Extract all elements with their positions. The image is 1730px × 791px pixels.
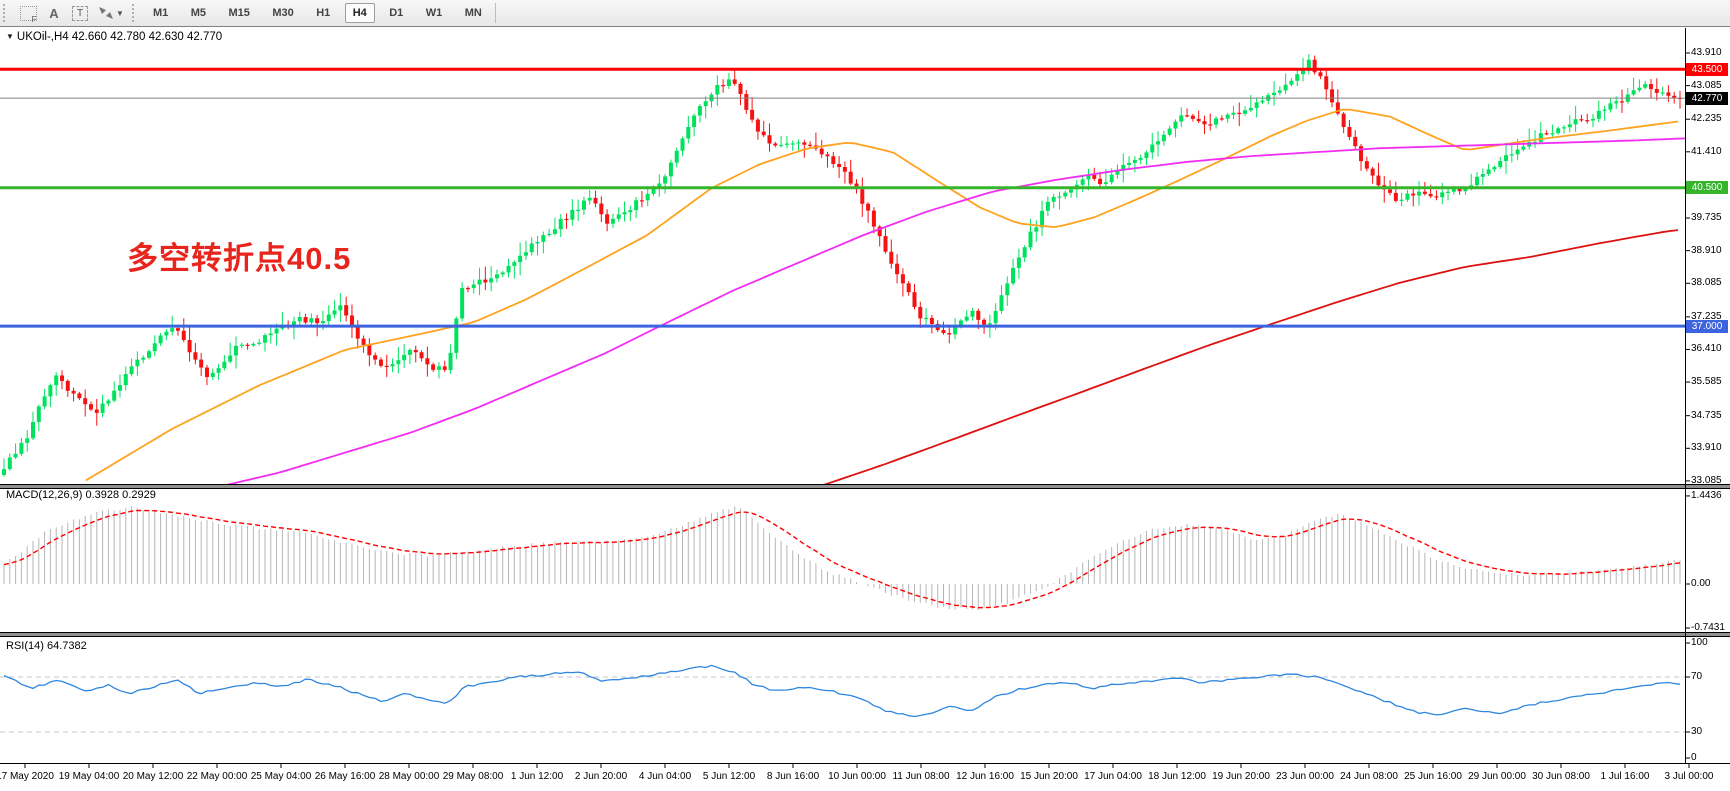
- time-axis-label: 19 May 04:00: [58, 771, 120, 782]
- current-price-badge: 42.770: [1686, 91, 1728, 105]
- price-tick-label: 37.235: [1691, 310, 1722, 322]
- time-axis-label: 2 Jun 20:00: [574, 771, 628, 782]
- rsi-tick-label: 70: [1691, 671, 1703, 682]
- macd-tick-label: 1.4436: [1691, 489, 1722, 501]
- time-axis-label: 11 Jun 08:00: [892, 771, 950, 782]
- time-axis-label: 18 Jun 12:00: [1148, 771, 1206, 782]
- timeframe-button-w1[interactable]: W1: [425, 7, 443, 19]
- time-axis-label: 22 May 00:00: [186, 771, 248, 782]
- price-tick-label: 41.410: [1691, 145, 1722, 157]
- time-axis-label: 25 May 04:00: [250, 771, 312, 782]
- macd-tick-label: -0.7431: [1691, 622, 1725, 633]
- symbol-ohlc-text: UKOil-,H4 42.660 42.780 42.630 42.770: [16, 31, 223, 43]
- time-axis-label: 12 Jun 16:00: [956, 771, 1014, 782]
- time-axis-label: 1 Jul 16:00: [1600, 771, 1650, 782]
- text-label-icon: A: [49, 5, 59, 21]
- chart-annotation-text[interactable]: 多空转折点40.5: [127, 241, 352, 276]
- price-level-badge: 40.500: [1686, 181, 1728, 195]
- text-box-icon: T: [72, 5, 88, 21]
- panel-splitter[interactable]: [0, 484, 1730, 489]
- price-tick-label: 42.235: [1691, 113, 1722, 125]
- chart-title: ▼ UKOil-,H4 42.660 42.780 42.630 42.770: [6, 31, 222, 43]
- time-axis-label: 15 Jun 20:00: [1020, 771, 1078, 782]
- timeframe-button-m1[interactable]: M1: [153, 7, 169, 19]
- time-axis-label: 20 May 12:00: [122, 771, 184, 782]
- toolbar-grip[interactable]: [3, 4, 12, 22]
- time-axis-label: 10 Jun 00:00: [828, 771, 886, 782]
- rsi-indicator-label: RSI(14) 64.7382: [6, 640, 87, 652]
- collapse-triangle-icon[interactable]: ▼: [6, 32, 14, 41]
- toolbar-grip[interactable]: [132, 4, 141, 22]
- time-axis-label: 3 Jul 00:00: [1664, 771, 1714, 782]
- price-tick-label: 38.910: [1691, 244, 1722, 256]
- timeframe-button-d1[interactable]: D1: [389, 7, 404, 19]
- time-axis-label: 19 Jun 20:00: [1212, 771, 1270, 782]
- time-axis-label: 17 Jun 04:00: [1084, 771, 1142, 782]
- time-axis-label: 29 May 08:00: [442, 771, 504, 782]
- time-axis-label: 30 Jun 08:00: [1532, 771, 1590, 782]
- price-level-badge: 43.500: [1686, 62, 1728, 76]
- timeframe-button-h1[interactable]: H1: [316, 7, 331, 19]
- price-tick-label: 36.410: [1691, 343, 1722, 355]
- timeframe-button-mn[interactable]: MN: [464, 7, 482, 19]
- text-box-tool-button[interactable]: T: [68, 3, 92, 24]
- price-tick-label: 39.735: [1691, 212, 1722, 224]
- price-tick-label: 43.910: [1691, 47, 1722, 58]
- chart-canvas[interactable]: [0, 28, 1730, 791]
- timeframe-button-group: M1 M5 M15 M30 H1 H4 D1 W1 MN: [144, 3, 491, 23]
- time-axis-label: 23 Jun 00:00: [1276, 771, 1334, 782]
- time-axis-label: 4 Jun 04:00: [638, 771, 692, 782]
- time-axis-label: 28 May 00:00: [378, 771, 440, 782]
- macd-indicator-label: MACD(12,26,9) 0.3928 0.2929: [6, 489, 156, 501]
- macd-tick-label: 0.00: [1691, 578, 1711, 589]
- timeframe-button-m5[interactable]: M5: [190, 7, 207, 19]
- time-axis-label: 17 May 2020: [0, 771, 54, 782]
- price-tick-label: 34.735: [1691, 409, 1722, 421]
- timeframe-button-m15[interactable]: M15: [228, 7, 250, 19]
- panel-splitter[interactable]: [0, 632, 1730, 637]
- price-tick-label: 33.085: [1691, 474, 1722, 486]
- time-axis-label: 1 Jun 12:00: [510, 771, 564, 782]
- timeframe-button-m30[interactable]: M30: [272, 7, 294, 19]
- rsi-tick-label: 0: [1691, 752, 1697, 763]
- time-axis-label: 25 Jun 16:00: [1404, 771, 1462, 782]
- time-axis-label: 24 Jun 08:00: [1340, 771, 1398, 782]
- time-axis-label: 8 Jun 16:00: [766, 771, 820, 782]
- cursor-arrows-tool-button[interactable]: ▼: [94, 3, 128, 24]
- time-axis-label: 26 May 16:00: [314, 771, 376, 782]
- text-label-tool-button[interactable]: A: [42, 3, 66, 24]
- rsi-tick-label: 30: [1691, 726, 1703, 737]
- toolbar-separator: [494, 3, 496, 23]
- price-tick-label: 43.085: [1691, 79, 1722, 91]
- timeframe-button-h4[interactable]: H4: [344, 3, 375, 23]
- rsi-tick-label: 100: [1691, 637, 1708, 648]
- price-tick-label: 38.085: [1691, 277, 1722, 289]
- fibonacci-grid-icon: F: [19, 5, 37, 24]
- chevron-down-icon: ▼: [116, 8, 124, 18]
- time-axis-label: 29 Jun 00:00: [1468, 771, 1526, 782]
- price-axis-border: [1685, 28, 1686, 763]
- price-level-badge: 37.000: [1686, 319, 1728, 333]
- toolbar: F A T ▼ M1 M5 M15 M30 H1 H4 D1 W1 MN: [0, 0, 1730, 27]
- cursor-arrows-icon: [99, 7, 114, 19]
- time-axis-border: [0, 763, 1730, 764]
- time-axis-label: 5 Jun 12:00: [702, 771, 756, 782]
- indicator-grid-tool-button[interactable]: F: [16, 3, 40, 24]
- price-tick-label: 35.585: [1691, 376, 1722, 388]
- price-tick-label: 33.910: [1691, 442, 1722, 454]
